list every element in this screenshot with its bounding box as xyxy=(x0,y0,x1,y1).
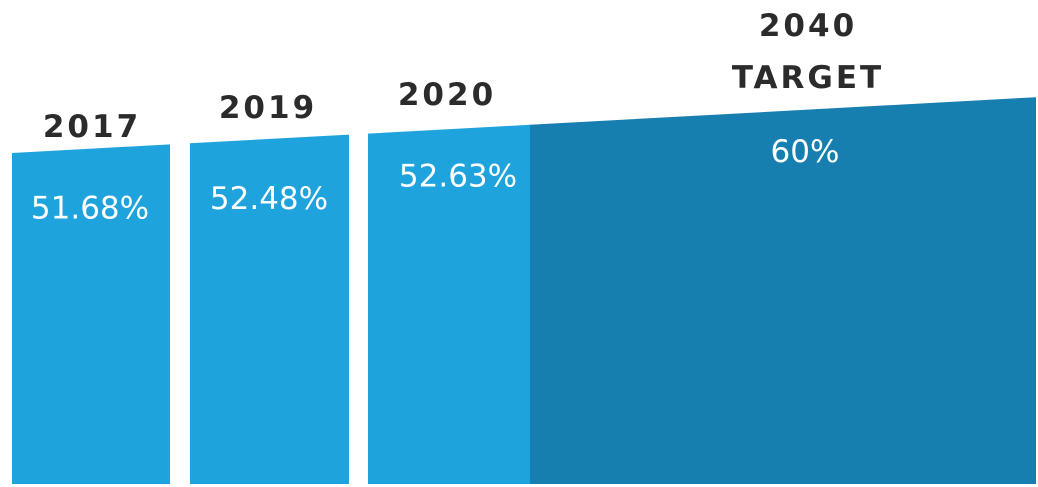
bar-2017 xyxy=(12,144,170,484)
bar-2019 xyxy=(190,134,349,485)
category-label: 2017 xyxy=(43,109,141,145)
category-label: 2040 xyxy=(759,8,857,44)
value-label: 52.48% xyxy=(210,181,328,217)
value-labels-group: 51.68% 52.48% 52.63% 60% xyxy=(31,134,840,227)
value-label: 51.68% xyxy=(31,191,149,227)
bar-2020 xyxy=(368,124,530,485)
category-labels-group: 2017 2019 2020 2040 TARGET xyxy=(43,8,884,145)
category-label: TARGET xyxy=(732,60,884,96)
bar-2040-target xyxy=(530,97,1036,484)
value-label: 60% xyxy=(771,134,840,170)
category-label: 2020 xyxy=(398,77,496,113)
value-label: 52.63% xyxy=(399,159,517,195)
bars-group xyxy=(12,97,1036,485)
category-label: 2019 xyxy=(219,90,317,126)
